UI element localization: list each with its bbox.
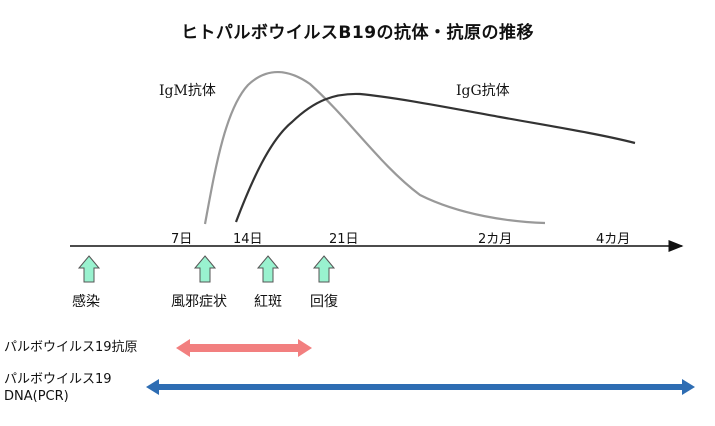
antigen-row-label: パルボウイルス19抗原 (4, 340, 138, 355)
igg-curve (234, 92, 636, 223)
igm-label: IgM抗体 (159, 83, 216, 99)
event-label-recovery: 回復 (310, 294, 338, 310)
dna-row-label-line2: DNA(PCR) (4, 389, 69, 404)
event-arrow-erythema (256, 255, 280, 283)
igg-label: IgG抗体 (456, 83, 510, 99)
tick-4-months: 4カ月 (596, 232, 631, 247)
tick-2-months: 2カ月 (478, 232, 513, 247)
antigen-duration-arrow (176, 339, 312, 357)
diagram-title: ヒトパルボウイルスB19の抗体・抗原の推移 (180, 23, 535, 43)
event-arrow-infection (77, 255, 101, 283)
event-label-infection: 感染 (72, 294, 100, 310)
event-arrow-cold-symptoms (193, 255, 217, 283)
tick-14-days: 14日 (233, 232, 263, 247)
event-arrow-recovery (312, 255, 336, 283)
tick-21-days: 21日 (329, 232, 359, 247)
event-label-cold-symptoms: 風邪症状 (171, 294, 227, 310)
tick-7-days: 7日 (171, 232, 193, 247)
igm-curve (203, 71, 546, 225)
dna-row-label-line1: パルボウイルス19 (4, 372, 112, 387)
dna-duration-arrow (146, 379, 695, 395)
event-label-erythema: 紅斑 (254, 294, 282, 310)
